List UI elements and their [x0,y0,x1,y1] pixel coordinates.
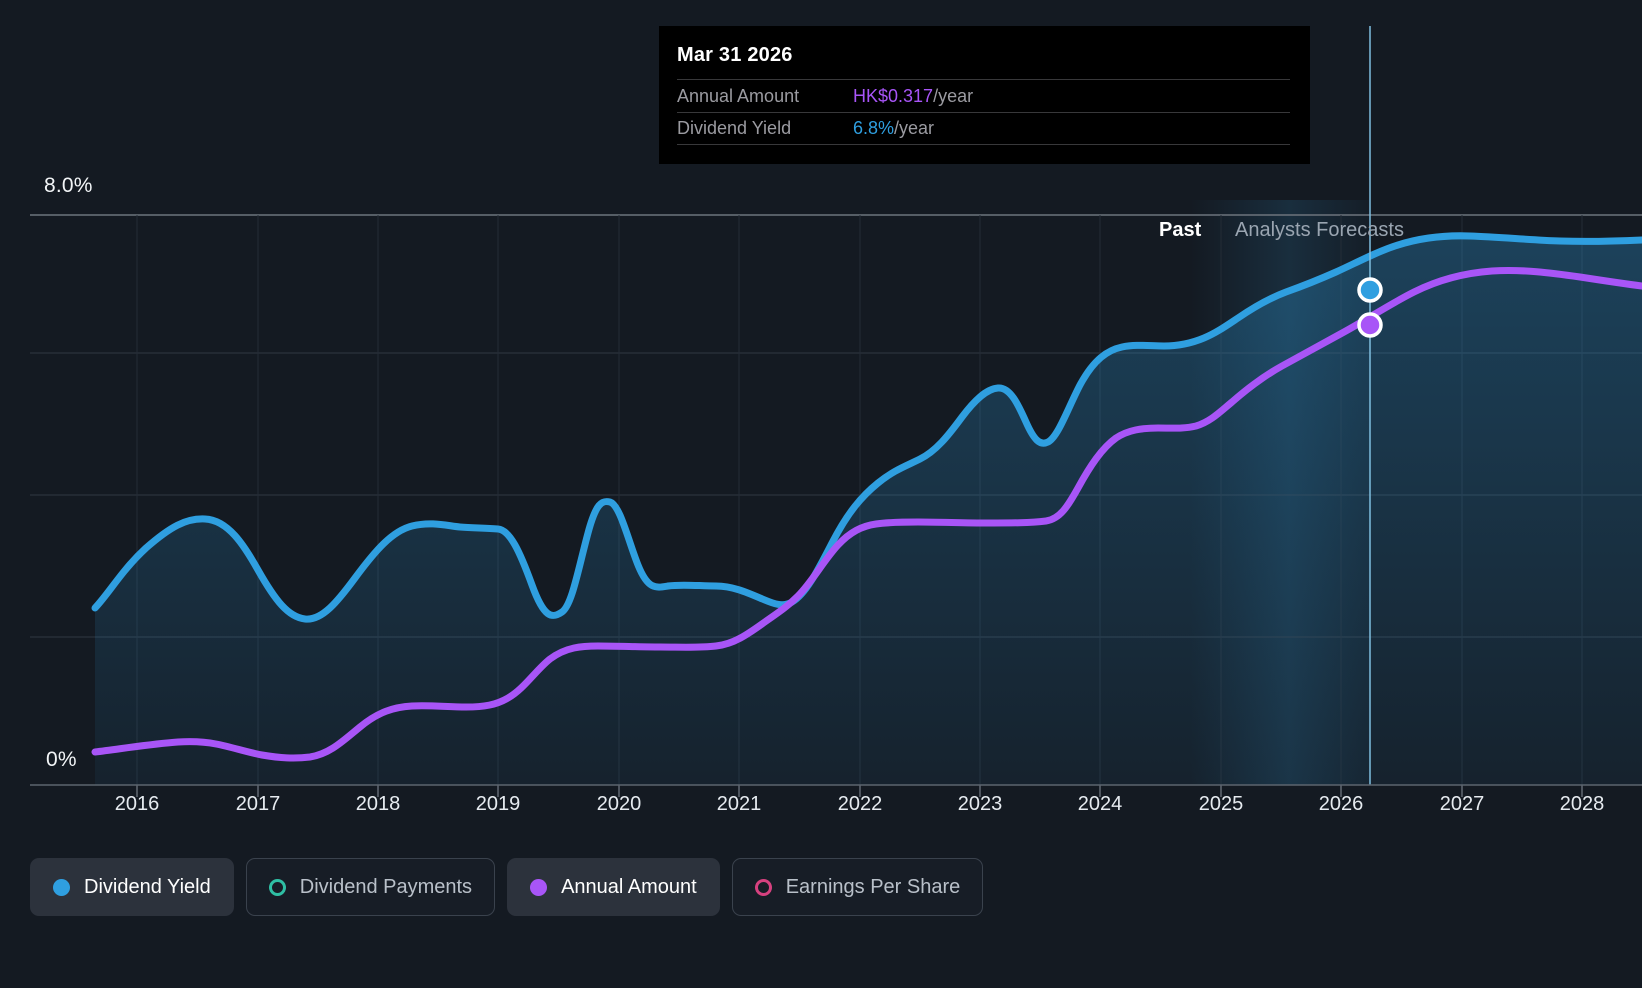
past-band-label: Past [1159,219,1202,241]
y-axis-label-max: 8.0% [44,174,93,197]
chart-svg [30,26,1642,797]
legend-label-dividend-yield: Dividend Yield [84,875,211,898]
tooltip-row-annual-amount: Annual Amount HK$0.317/year [677,79,1290,112]
annual-amount-marker [1357,312,1383,338]
forecast-band-label: Analysts Forecasts [1235,219,1404,241]
legend-label-earnings-per-share: Earnings Per Share [785,875,961,898]
tooltip-value-dividend-yield-suffix: /year [894,118,935,138]
legend-item-dividend-yield[interactable]: Dividend Yield [30,858,234,916]
legend-item-annual-amount[interactable]: Annual Amount [507,858,720,916]
legend-label-annual-amount: Annual Amount [561,875,697,898]
tooltip-value-annual-amount-number: HK$0.317 [853,85,934,106]
x-axis-label-2026: 2026 [1318,793,1364,815]
dividend-yield-area [95,235,1642,785]
x-axis-label-2022: 2022 [837,793,883,815]
tooltip-date: Mar 31 2026 [677,44,793,66]
earnings-per-share-ring-icon [754,878,772,896]
annual-amount-dot-icon [530,878,548,896]
legend-item-earnings-per-share[interactable]: Earnings Per Share [731,858,984,916]
x-axis-label-2021: 2021 [716,793,762,815]
tooltip-value-dividend-yield-number: 6.8% [853,118,895,138]
annual-amount-line [91,266,1642,762]
x-axis-label-2018: 2018 [355,793,401,815]
legend-item-dividend-payments[interactable]: Dividend Payments [245,858,496,916]
tooltip-key-annual-amount: Annual Amount [677,85,800,106]
x-axis-label-2016: 2016 [114,793,160,815]
tooltip-value-annual-amount-suffix: /year [933,85,974,106]
x-axis-label-2023: 2023 [957,793,1003,815]
x-axis-label-2027: 2027 [1439,793,1485,815]
tooltip-value-dividend-yield: 6.8%/year [853,118,934,139]
y-axis-label-min: 0% [46,748,77,771]
x-axis-label-2019: 2019 [475,793,521,815]
x-axis-label-2017: 2017 [235,793,281,815]
x-axis-ticks [136,785,1583,797]
tooltip-value-annual-amount: HK$0.317/year [853,86,973,107]
chart-legend: Dividend Yield Dividend Payments Annual … [30,858,984,916]
dividend-yield-dot-icon [53,878,70,896]
dividend-yield-marker [1357,277,1383,303]
chart-plot-area: 8.0% 0% 2016 2017 2018 2019 2020 2021 20… [30,26,1642,815]
x-axis-label-2025: 2025 [1198,793,1244,815]
tooltip-key-dividend-yield: Dividend Yield [677,118,792,138]
x-axis-label-2024: 2024 [1077,793,1123,815]
x-axis-label-2028: 2028 [1559,793,1605,815]
chart-tooltip: Mar 31 2026 Annual Amount HK$0.317/year … [659,26,1310,164]
tooltip-row-dividend-yield: Dividend Yield 6.8%/year [677,112,1290,145]
legend-label-dividend-payments: Dividend Payments [299,875,473,898]
x-axis-label-2020: 2020 [596,793,642,815]
dividend-payments-ring-icon [268,878,286,896]
